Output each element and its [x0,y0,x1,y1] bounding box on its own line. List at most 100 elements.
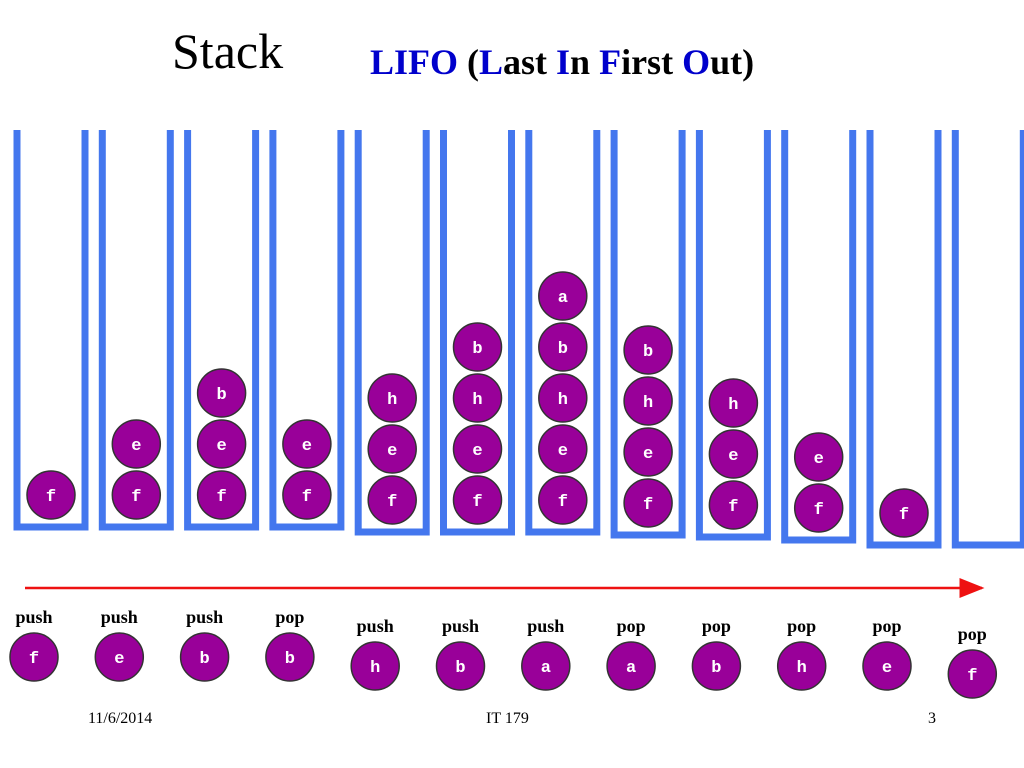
stack-5-ball-3-label: h [387,391,397,410]
stack-5-ball-3 [367,373,417,423]
stack-container-1 [13,130,89,531]
stack-10-ball-2 [793,432,844,482]
stack-1-ball-1-label: f [46,488,56,507]
operation-9-label: pop [702,616,731,636]
stack-10-ball-2-label: e [814,450,824,469]
stack-container-3 [184,130,260,531]
subtitle-paren: ( [458,42,480,82]
operation-5-ball-label: h [370,659,380,678]
stack-9-ball-1 [708,480,759,530]
stack-8-ball-3-label: h [643,394,653,413]
stack-6-ball-1 [452,475,503,525]
operation-5-label: push [357,616,394,636]
subtitle-word-ast: ast [503,42,557,82]
stack-8-ball-3 [623,376,673,426]
stack-8-ball-4-label: b [643,343,653,362]
subtitle-letter-o: O [682,42,711,82]
stacks-layer: f f e f e b f e f e h f e h b f e h b a f e h b f e h f e f [13,130,1024,549]
operation-10-ball-label: h [797,659,807,678]
stack-8-ball-4 [623,325,673,375]
operation-10-ball [776,641,827,691]
stack-container-12 [951,130,1024,549]
operation-12-ball-label: f [967,667,977,686]
stack-6-ball-2-label: e [472,442,482,461]
stack-5-ball-1-label: f [387,493,397,512]
stack-9-ball-2 [708,429,759,479]
stack-container-7 [525,130,601,536]
operation-2-label: push [101,607,138,627]
stack-9-ball-1-label: f [728,498,738,517]
stack-2-ball-1 [111,470,162,520]
stack-3-ball-2-label: e [216,437,226,456]
stack-9-ball-3 [708,378,759,428]
stack-10-ball-1 [793,483,844,533]
stack-7-ball-5-label: a [558,289,568,308]
stack-4-ball-2 [282,419,332,469]
stack-7-ball-1-label: f [558,493,568,512]
operation-4-ball-label: b [285,650,295,669]
footer-page-number: 3 [928,710,936,727]
stack-3-ball-2 [196,419,247,469]
stack-container-11 [866,130,942,549]
stack-6-ball-2 [452,424,503,474]
operation-4-label: pop [275,607,304,627]
operation-6-label: push [442,616,479,636]
stack-9-ball-2-label: e [728,447,738,466]
operation-1-ball-label: f [29,650,39,669]
operation-8-ball [606,641,656,691]
operation-12-ball [947,649,998,699]
operation-9-ball [691,641,742,691]
stack-8-ball-2-label: e [643,445,653,464]
stack-10-ball-1-label: f [814,501,824,520]
footer-date: 11/6/2014 [88,710,153,727]
operation-11-label: pop [872,616,901,636]
operation-9-ball-label: b [711,659,721,678]
stack-3-ball-1-label: f [216,488,226,507]
stack-container-10 [781,130,857,544]
stack-3-ball-3-label: b [216,386,226,405]
stack-7-ball-3 [538,373,588,423]
subtitle-word-ut: ut) [710,42,755,82]
operations-layer: push f push e push b pop b push h push b push a pop a po… [9,607,998,699]
slide-title: Stack [172,23,284,79]
operation-3-ball-label: b [199,650,209,669]
operation-3-label: push [186,607,223,627]
subtitle-word-n: n [570,42,600,82]
operation-8-label: pop [617,616,646,636]
stack-2-ball-1-label: f [131,488,141,507]
stack-container-5 [354,130,430,536]
subtitle-letter-i: I [556,42,571,82]
stack-6-ball-1-label: f [472,493,482,512]
stack-6-ball-4 [452,322,503,372]
operation-11-ball-label: e [882,659,892,678]
operation-7-ball [521,641,571,691]
stack-container-9 [695,130,771,541]
stack-6-ball-3 [452,373,503,423]
operation-7-ball-label: a [541,659,551,678]
operation-6-ball [435,641,486,691]
stack-4-ball-1 [282,470,332,520]
stack-2-ball-2 [111,419,162,469]
stack-container-6 [440,130,515,536]
footer-course: IT 179 [486,710,529,727]
stack-3-ball-1 [196,470,247,520]
stack-2-ball-2-label: e [131,437,141,456]
operation-12-label: pop [958,624,987,644]
stack-7-ball-4 [538,322,588,372]
subtitle-letter-l: L [479,42,504,82]
stack-11-ball-1-label: f [899,506,909,525]
operation-4-ball [265,632,315,682]
stack-7-ball-3-label: h [558,391,568,410]
stack-7-ball-1 [538,475,588,525]
stack-5-ball-1 [367,475,417,525]
stack-4-ball-1-label: f [302,488,312,507]
operation-1-ball [9,632,59,682]
operation-3-ball [179,632,230,682]
operation-1-label: push [15,607,52,627]
subtitle-letter-f: F [599,42,622,82]
stack-8-ball-1-label: f [643,496,653,515]
stack-5-ball-2-label: e [387,442,397,461]
stack-6-ball-4-label: b [472,340,482,359]
stack-7-ball-5 [538,271,588,321]
stack-container-2 [98,130,174,531]
